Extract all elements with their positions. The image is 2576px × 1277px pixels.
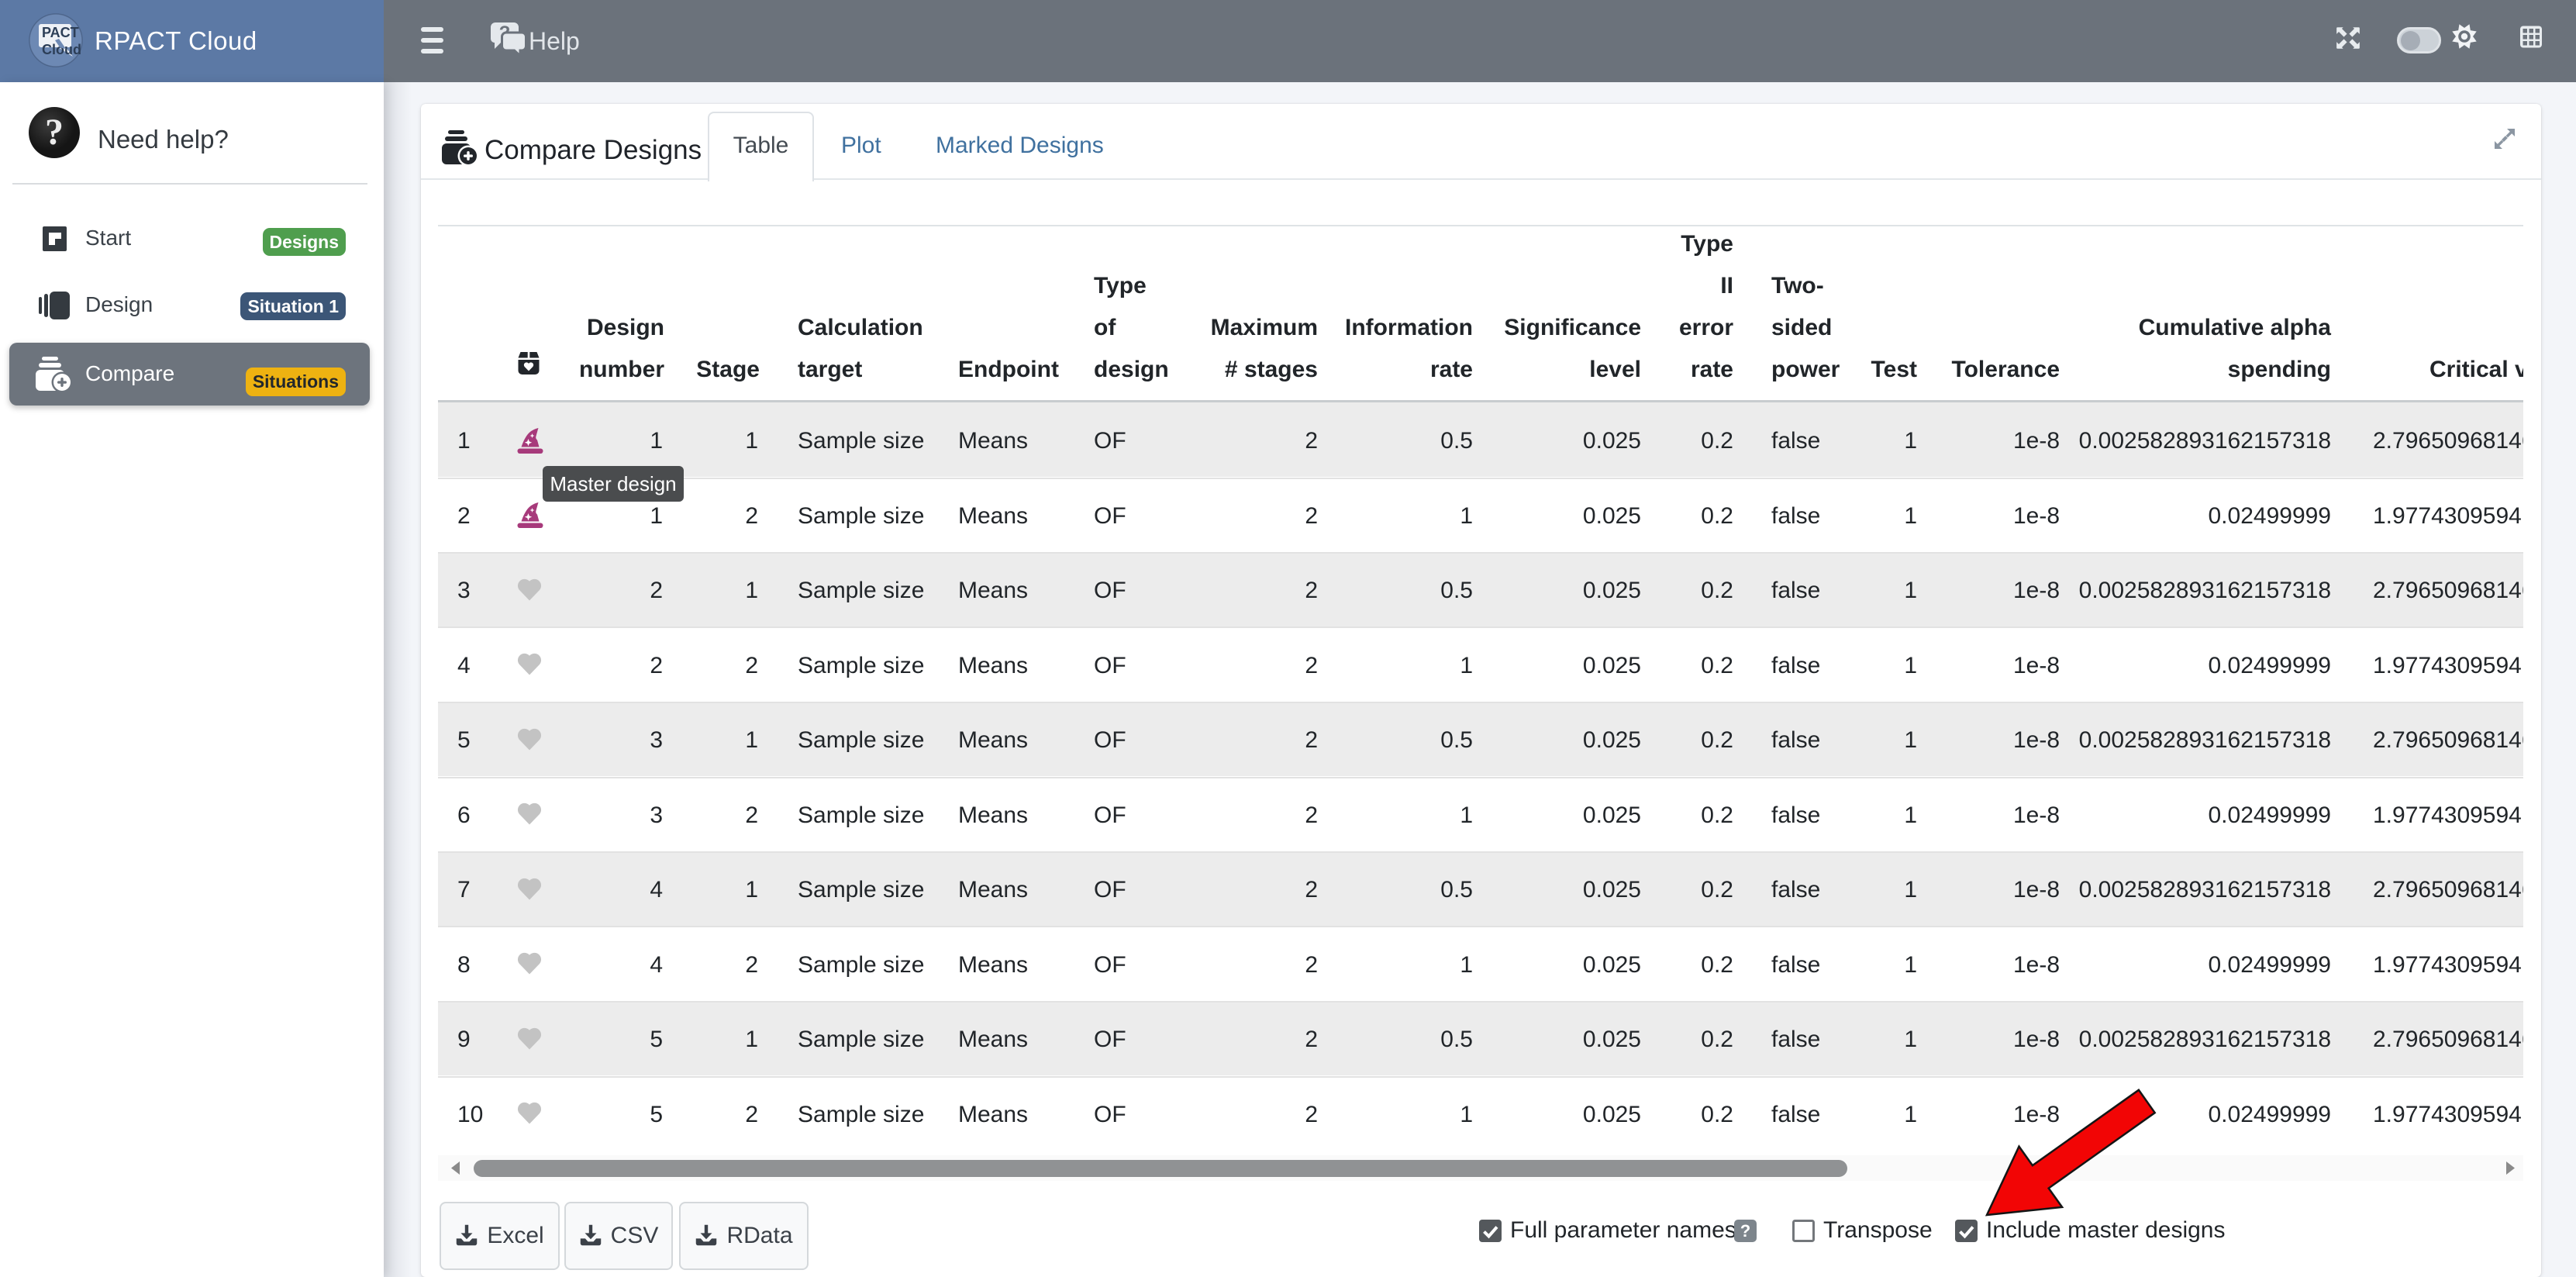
- svg-text:?: ?: [1740, 1221, 1750, 1241]
- svg-text:?: ?: [45, 112, 64, 153]
- svg-text:PACT: PACT: [42, 25, 79, 40]
- svg-text:Cloud: Cloud: [42, 42, 81, 57]
